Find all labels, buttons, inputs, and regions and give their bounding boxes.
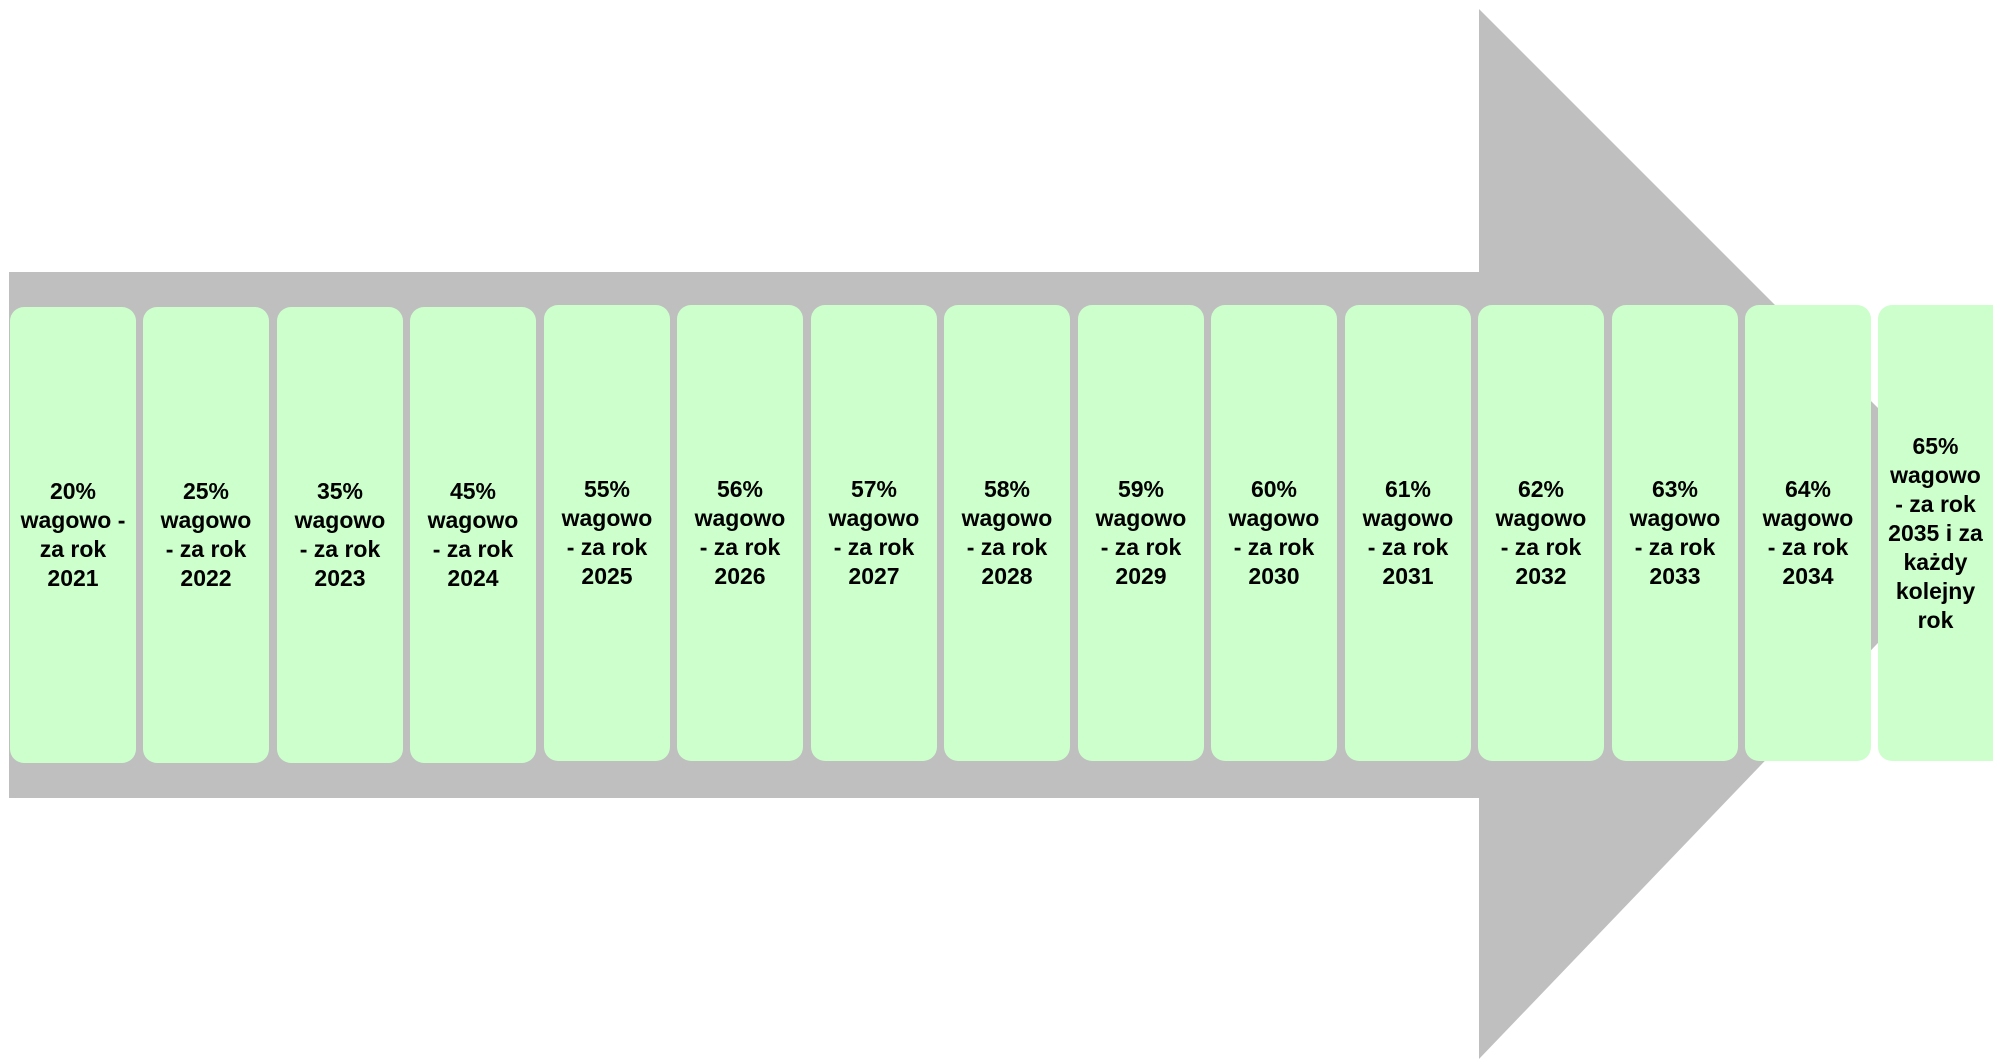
step-box: 45% wagowo - za rok 2024 <box>410 307 536 763</box>
step-label: 35% wagowo - za rok 2023 <box>294 478 386 591</box>
step-box: 20% wagowo - za rok 2021 <box>10 307 136 763</box>
step-label: 65% wagowo - za rok 2035 i za każdy kole… <box>1888 432 1983 633</box>
step-box: 62% wagowo - za rok 2032 <box>1478 305 1604 761</box>
step-label: 20% wagowo - za rok 2021 <box>20 478 126 591</box>
step-box: 58% wagowo - za rok 2028 <box>944 305 1070 761</box>
step-label: 59% wagowo - za rok 2029 <box>1095 476 1187 589</box>
step-box: 59% wagowo - za rok 2029 <box>1078 305 1204 761</box>
step-box: 65% wagowo - za rok 2035 i za każdy kole… <box>1878 305 1993 761</box>
step-box: 63% wagowo - za rok 2033 <box>1612 305 1738 761</box>
step-label: 58% wagowo - za rok 2028 <box>961 476 1053 589</box>
step-label: 25% wagowo - za rok 2022 <box>160 478 252 591</box>
step-box: 35% wagowo - za rok 2023 <box>277 307 403 763</box>
step-box: 25% wagowo - za rok 2022 <box>143 307 269 763</box>
step-label: 60% wagowo - za rok 2030 <box>1228 476 1320 589</box>
step-box: 55% wagowo - za rok 2025 <box>544 305 670 761</box>
step-label: 62% wagowo - za rok 2032 <box>1495 476 1587 589</box>
step-label: 61% wagowo - za rok 2031 <box>1362 476 1454 589</box>
step-label: 57% wagowo - za rok 2027 <box>828 476 920 589</box>
step-box: 61% wagowo - za rok 2031 <box>1345 305 1471 761</box>
step-label: 63% wagowo - za rok 2033 <box>1629 476 1721 589</box>
step-box: 60% wagowo - za rok 2030 <box>1211 305 1337 761</box>
step-box: 64% wagowo - za rok 2034 <box>1745 305 1871 761</box>
step-label: 56% wagowo - za rok 2026 <box>694 476 786 589</box>
step-box: 56% wagowo - za rok 2026 <box>677 305 803 761</box>
step-label: 55% wagowo - za rok 2025 <box>561 476 653 589</box>
step-box: 57% wagowo - za rok 2027 <box>811 305 937 761</box>
step-label: 64% wagowo - za rok 2034 <box>1762 476 1854 589</box>
step-label: 45% wagowo - za rok 2024 <box>427 478 519 591</box>
